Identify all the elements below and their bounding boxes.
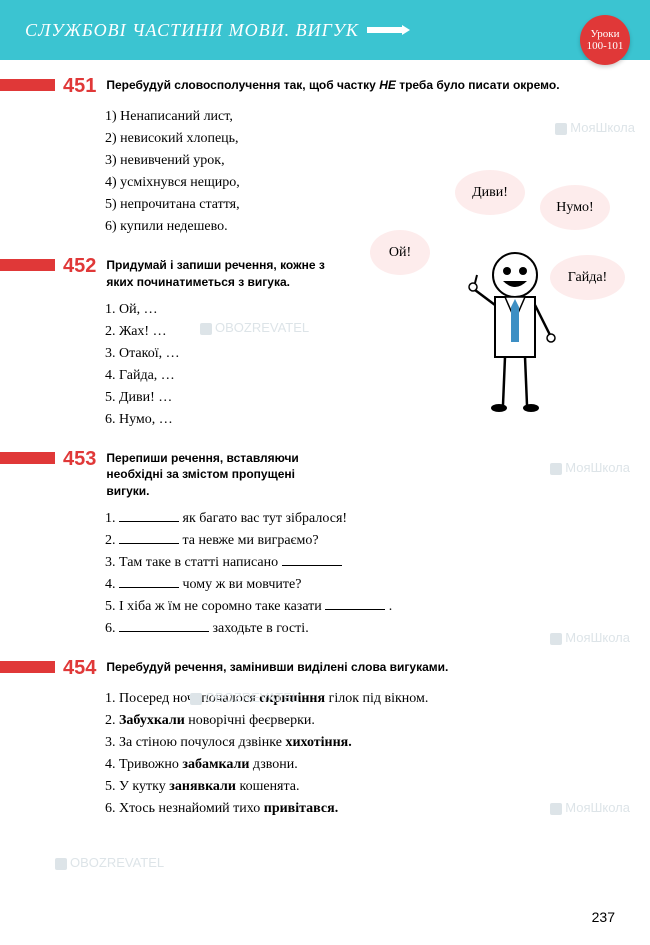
red-bar-icon <box>0 79 55 91</box>
exercise-prompt: Перебудуй речення, замінивши виділені сл… <box>106 657 448 676</box>
exercise-454: 454 Перебудуй речення, замінивши виділен… <box>0 657 620 819</box>
logo-icon <box>55 858 67 870</box>
lesson-badge: Уроки 100-101 <box>580 15 630 65</box>
pencil-icon <box>367 27 402 33</box>
watermark: OBOZREVATEL <box>55 855 164 870</box>
list-item: 1. Посеред ночі почалося скрипіння гілок… <box>105 688 620 709</box>
list-item: 5. І хіба ж їм не соромно таке казати . <box>105 596 620 617</box>
blank-line <box>119 574 179 588</box>
red-bar-icon <box>0 259 55 271</box>
page-number: 237 <box>592 909 615 925</box>
exercise-body: 1. як багато вас тут зібралося! 2. та не… <box>105 508 620 639</box>
exercise-453: 453 Перепиши речення, вставляючи необхід… <box>0 448 620 639</box>
exercise-header: 453 Перепиши речення, вставляючи необхід… <box>0 448 620 500</box>
list-item: 1. як багато вас тут зібралося! <box>105 508 620 529</box>
list-item: 3. За стіною почулося дзвінке хихотіння. <box>105 732 620 753</box>
list-item: 3. Там таке в статті написано <box>105 552 620 573</box>
list-item: 4. чому ж ви мовчите? <box>105 574 620 595</box>
blank-line <box>119 530 179 544</box>
blank-line <box>282 552 342 566</box>
red-bar-icon <box>0 452 55 464</box>
header-band: СЛУЖБОВІ ЧАСТИНИ МОВИ. ВИГУК Уроки 100-1… <box>0 0 650 60</box>
blank-line <box>119 508 179 522</box>
exercise-number: 453 <box>63 448 96 471</box>
exercise-prompt: Перебудуй словосполучення так, щоб частк… <box>106 75 559 94</box>
speech-bubble: Диви! <box>455 170 525 215</box>
exercise-prompt: Придумай і запиши речення, кожне з яких … <box>106 255 336 291</box>
list-item: 6. заходьте в гості. <box>105 618 620 639</box>
header-title: СЛУЖБОВІ ЧАСТИНИ МОВИ. ВИГУК <box>25 20 359 41</box>
exercise-number: 454 <box>63 657 96 680</box>
exercise-prompt: Перепиши речення, вставляючи необхідні з… <box>106 448 336 500</box>
list-item: 6. Хтось незнайомий тихо привітався. <box>105 798 620 819</box>
list-item: 2) невисокий хлопець, <box>105 128 620 149</box>
person-icon <box>465 245 565 425</box>
list-item: 2. Забухкали новорічні феєрверки. <box>105 710 620 731</box>
blank-line <box>119 618 209 632</box>
speech-bubble: Ой! <box>370 230 430 275</box>
badge-bottom: 100-101 <box>587 40 624 52</box>
list-item: 2. та невже ми виграємо? <box>105 530 620 551</box>
exercise-header: 454 Перебудуй речення, замінивши виділен… <box>0 657 620 680</box>
list-item: 3) невивчений урок, <box>105 150 620 171</box>
exercise-body: 1. Посеред ночі почалося скрипіння гілок… <box>105 688 620 819</box>
speech-bubble: Нумо! <box>540 185 610 230</box>
blank-line <box>325 596 385 610</box>
exercise-number: 452 <box>63 255 96 278</box>
list-item: 4. Тривожно забамкали дзвони. <box>105 754 620 775</box>
exercise-header: 451 Перебудуй словосполучення так, щоб ч… <box>0 75 620 98</box>
list-item: 5. У кутку занявкали кошенята. <box>105 776 620 797</box>
red-bar-icon <box>0 661 55 673</box>
character-illustration <box>465 245 565 425</box>
exercise-number: 451 <box>63 75 96 98</box>
badge-top: Уроки <box>590 28 619 40</box>
list-item: 1) Ненаписаний лист, <box>105 106 620 127</box>
